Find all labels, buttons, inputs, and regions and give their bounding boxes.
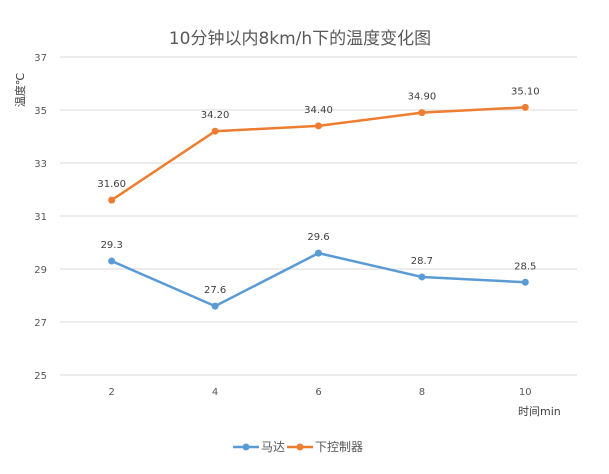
data-label: 34.20 bbox=[201, 110, 230, 121]
data-label: 34.90 bbox=[408, 92, 437, 103]
data-point bbox=[315, 122, 322, 130]
data-label: 28.7 bbox=[411, 256, 433, 267]
y-tick-label: 35 bbox=[34, 106, 47, 117]
data-point bbox=[315, 249, 322, 257]
y-tick-label: 33 bbox=[34, 159, 47, 170]
series-line-1 bbox=[111, 106, 526, 202]
data-point bbox=[108, 196, 116, 204]
x-tick-label: 2 bbox=[109, 387, 115, 398]
data-label: 27.6 bbox=[204, 285, 226, 296]
data-label: 28.5 bbox=[514, 261, 536, 272]
data-label: 31.60 bbox=[97, 179, 126, 190]
chart-title: 10分钟以内8km/h下的温度变化图 bbox=[169, 29, 431, 49]
y-tick-label: 37 bbox=[34, 53, 47, 64]
data-label: 35.10 bbox=[511, 86, 540, 97]
data-label: 34.40 bbox=[304, 105, 333, 116]
y-tick-label: 29 bbox=[34, 265, 47, 276]
y-tick-label: 31 bbox=[34, 212, 47, 223]
data-point bbox=[108, 257, 116, 265]
x-tick-label: 6 bbox=[315, 387, 321, 398]
x-tick-label: 4 bbox=[212, 387, 218, 398]
series-line-0 bbox=[111, 251, 526, 308]
data-point bbox=[521, 103, 529, 111]
x-tick-label: 10 bbox=[519, 387, 532, 398]
legend-label-1: 下控制器 bbox=[315, 440, 363, 454]
legend-marker-1 bbox=[296, 443, 304, 451]
data-point bbox=[211, 302, 219, 310]
legend-label-0: 马达 bbox=[261, 440, 285, 454]
x-axis-label: 时间min bbox=[518, 405, 561, 418]
data-label: 29.6 bbox=[307, 232, 329, 243]
data-point bbox=[418, 273, 426, 281]
data-point bbox=[211, 127, 219, 135]
y-tick-label: 27 bbox=[34, 318, 47, 329]
x-tick-label: 8 bbox=[419, 387, 425, 398]
data-point bbox=[521, 278, 529, 286]
data-point bbox=[418, 109, 426, 117]
y-axis-label: 温度℃ bbox=[13, 73, 27, 107]
data-label: 29.3 bbox=[101, 240, 123, 251]
legend-marker-0 bbox=[242, 443, 250, 451]
y-tick-label: 25 bbox=[34, 371, 47, 382]
